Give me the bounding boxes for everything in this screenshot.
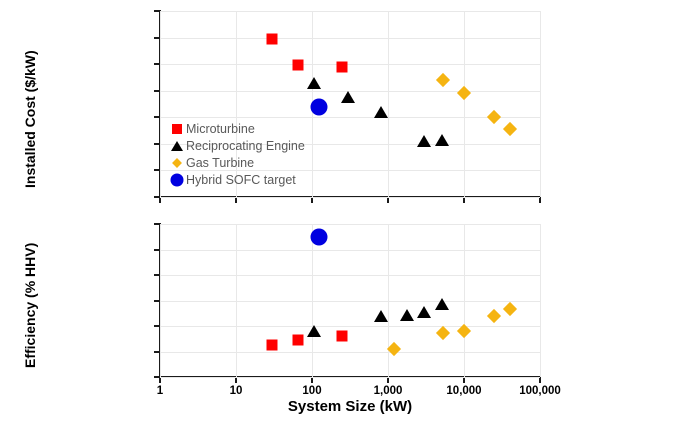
gridline-horizontal: [160, 351, 540, 353]
gridline-vertical: [160, 224, 161, 377]
bottom-y-tick: [154, 274, 159, 276]
data-point-reciprocating-engine: [373, 310, 388, 323]
bottom-x-tick: [463, 378, 465, 383]
diamond-marker-icon: [168, 154, 185, 171]
gridline-vertical: [540, 224, 541, 377]
bottom-x-tick: [387, 378, 389, 383]
data-point-reciprocating-engine: [417, 134, 432, 147]
legend-item-hybrid-sofc-target: Hybrid SOFC target: [168, 171, 305, 188]
bottom-x-tick: [159, 378, 161, 383]
legend-item-label: Hybrid SOFC target: [186, 172, 296, 187]
gridline-horizontal: [160, 37, 540, 39]
data-point-reciprocating-engine: [417, 305, 432, 318]
legend-item-microturbine: Microturbine: [168, 120, 305, 137]
gridline-vertical: [236, 224, 237, 377]
bottom-x-tick: [539, 378, 541, 383]
data-point-microturbine: [336, 61, 348, 73]
gridline-horizontal: [160, 326, 540, 327]
top-y-tick: [154, 142, 159, 145]
data-point-microturbine: [336, 330, 348, 342]
top-y-tick: [154, 169, 159, 172]
gridline-horizontal: [160, 64, 540, 66]
gridline-horizontal: [160, 170, 540, 172]
top-y-tick: [154, 196, 159, 198]
legend-item-label: Gas Turbine: [186, 155, 255, 170]
bottom-y-tick: [154, 248, 159, 251]
x-tick-label: 10,000: [446, 385, 482, 397]
gridline-horizontal: [160, 224, 540, 225]
data-point-reciprocating-engine: [373, 105, 388, 118]
data-point-reciprocating-engine: [306, 76, 321, 89]
legend-item-label: Microturbine: [186, 121, 255, 136]
circle-marker-icon: [168, 171, 185, 188]
gridline-vertical: [540, 11, 541, 197]
gridline-horizontal: [160, 249, 540, 251]
data-point-reciprocating-engine: [435, 298, 450, 311]
legend-item-label: Reciprocating Engine: [186, 138, 305, 153]
data-point-reciprocating-engine: [435, 134, 450, 147]
legend-item-reciprocating-engine: Reciprocating Engine: [168, 137, 305, 154]
top-x-tick: [387, 198, 389, 203]
data-point-reciprocating-engine: [341, 91, 356, 104]
top-x-tick: [463, 198, 465, 203]
x-tick-label: 100: [302, 385, 322, 397]
x-tick-label: 1: [156, 385, 164, 397]
gridline-vertical: [388, 224, 389, 377]
x-tick-label: 10: [229, 385, 243, 397]
legend-item-gas-turbine: Gas Turbine: [168, 154, 305, 171]
top-x-tick: [311, 198, 313, 203]
gridline-vertical: [236, 11, 237, 197]
gridline-vertical: [464, 11, 465, 197]
bottom-axis-title-y: Efficiency (% HHV): [22, 242, 38, 368]
gridline-horizontal: [160, 377, 540, 378]
gridline-horizontal: [160, 11, 540, 12]
top-y-tick: [154, 36, 159, 39]
data-point-microturbine: [266, 33, 278, 45]
data-point-microturbine: [292, 334, 304, 346]
data-point-reciprocating-engine: [306, 325, 321, 338]
gridline-vertical: [388, 11, 389, 197]
top-y-tick: [154, 116, 159, 119]
bottom-y-tick: [154, 325, 159, 327]
triangle-marker-icon: [168, 137, 185, 154]
square-marker-icon: [168, 120, 185, 137]
data-point-reciprocating-engine: [400, 308, 415, 321]
bottom-y-tick: [154, 299, 159, 302]
bottom-y-tick: [154, 350, 159, 353]
data-point-hybrid-sofc-target: [310, 228, 328, 246]
top-x-tick: [539, 198, 541, 203]
gridline-vertical: [160, 11, 161, 197]
bottom-axis-title-x: System Size (kW): [287, 398, 413, 415]
bottom-plot-area: [160, 224, 541, 378]
gridline-vertical: [464, 224, 465, 377]
top-y-tick: [154, 63, 159, 66]
gridline-horizontal: [160, 275, 540, 276]
top-x-tick: [159, 198, 161, 203]
chart-legend: Microturbine Reciprocating Engine Gas Turb…: [168, 120, 305, 188]
bottom-y-tick: [154, 223, 159, 225]
data-point-microturbine: [266, 339, 278, 351]
data-point-microturbine: [292, 59, 304, 71]
top-x-tick: [235, 198, 237, 203]
bottom-x-tick: [235, 378, 237, 383]
gridline-horizontal: [160, 197, 540, 198]
data-point-hybrid-sofc-target: [310, 98, 328, 116]
gridline-vertical: [312, 224, 313, 377]
top-axis-title-y: Installed Cost ($/kW): [22, 50, 38, 188]
top-y-tick: [154, 10, 159, 12]
bottom-y-tick: [154, 376, 159, 378]
gridline-horizontal: [160, 143, 540, 145]
top-y-tick: [154, 89, 159, 92]
x-tick-label: 1,000: [373, 385, 403, 397]
x-tick-label: 100,000: [519, 385, 561, 397]
bottom-x-tick: [311, 378, 313, 383]
gridline-horizontal: [160, 300, 540, 302]
gridline-horizontal: [160, 117, 540, 119]
